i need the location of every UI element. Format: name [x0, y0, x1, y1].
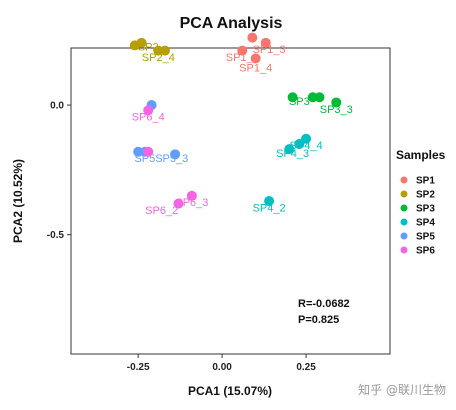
- y-axis-title: PCA2 (10.52%): [11, 159, 25, 243]
- legend-label-sp5: SP5: [416, 232, 435, 243]
- annotation-r: R=-0.0682: [298, 298, 350, 310]
- x-tick-label: 0.25: [296, 362, 316, 373]
- point-label-sp6-4: SP6_4: [132, 112, 165, 124]
- point-sp6: [143, 105, 154, 116]
- data-points: [129, 32, 342, 209]
- y-tick-label: -0.5: [47, 230, 65, 241]
- point-label-sp1-3: SP1_3: [253, 44, 286, 56]
- legend-label-sp1: SP1: [416, 176, 435, 187]
- point-sp4: [284, 144, 295, 155]
- point-label-sp5-3: SP5_3: [155, 153, 188, 165]
- point-label-sp3-3: SP3_3: [320, 104, 353, 116]
- point-sp1: [250, 53, 261, 64]
- legend-title: Samples: [396, 148, 446, 162]
- legend-swatch-sp5: [400, 232, 408, 240]
- point-label-sp1-1: SP1_1: [226, 52, 259, 64]
- point-sp3: [331, 97, 342, 108]
- point-sp1: [247, 32, 258, 43]
- point-sp1: [237, 45, 248, 56]
- legend-swatch-sp3: [400, 204, 408, 212]
- axis-ticks: -0.25 0.00 0.25 0.0 -0.5: [47, 101, 316, 373]
- point-label-sp1-4: SP1_4: [239, 62, 272, 74]
- point-sp4: [301, 133, 312, 144]
- point-sp2: [160, 45, 171, 56]
- point-label-sp6-3: SP6_3: [175, 197, 208, 209]
- legend-label-sp2: SP2: [416, 190, 435, 201]
- watermark-text: 知乎 @联川生物: [358, 383, 446, 397]
- legend-swatch-sp4: [400, 218, 408, 226]
- point-label-sp4-2: SP4_2: [253, 202, 286, 214]
- point-sp6: [186, 190, 197, 201]
- point-sp5: [170, 149, 181, 160]
- y-tick-label: 0.0: [50, 101, 64, 112]
- point-sp6: [173, 198, 184, 209]
- legend: Samples SP1 SP2 SP3 SP4 SP5 SP6: [396, 148, 446, 257]
- point-sp3: [314, 92, 325, 103]
- x-tick-label: 0.00: [212, 362, 232, 373]
- legend-swatch-sp1: [400, 176, 408, 184]
- legend-label-sp4: SP4: [416, 218, 435, 229]
- point-sp4: [264, 196, 275, 206]
- annotation-p: P=0.825: [298, 314, 339, 326]
- x-axis-title: PCA1 (15.07%): [188, 384, 272, 398]
- x-tick-label: -0.25: [127, 362, 150, 373]
- point-label-sp6-2: SP6_2: [145, 205, 178, 217]
- point-sp6: [143, 146, 154, 157]
- point-sp1: [260, 37, 271, 48]
- chart-title: PCA Analysis: [180, 15, 283, 32]
- point-label-sp4-3: SP4_3: [276, 148, 309, 160]
- point-sp2: [136, 37, 147, 48]
- legend-label-sp3: SP3: [416, 204, 435, 215]
- legend-label-sp6: SP6: [416, 246, 435, 257]
- legend-swatch-sp2: [400, 190, 408, 198]
- legend-swatch-sp6: [400, 246, 408, 254]
- point-sp3: [287, 92, 298, 103]
- stats-annotation: R=-0.0682 P=0.825: [298, 298, 350, 326]
